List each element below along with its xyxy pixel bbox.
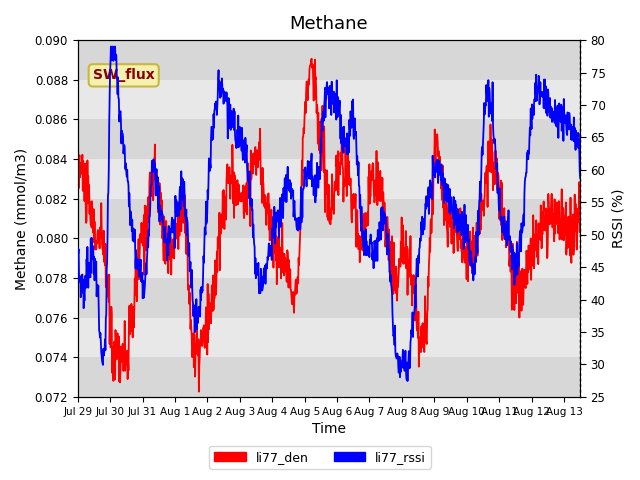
Line: li77_rssi: li77_rssi <box>78 47 580 381</box>
Bar <box>78 120 580 159</box>
Title: Methane: Methane <box>290 15 368 33</box>
Bar <box>78 40 580 80</box>
li77_den <box>292 277 300 283</box>
li77_den <box>349 192 357 197</box>
Legend: li77_den, li77_rssi: li77_den, li77_rssi <box>209 446 431 469</box>
li77_rssi <box>576 175 584 181</box>
li77_den <box>159 236 166 241</box>
Y-axis label: RSSI (%): RSSI (%) <box>611 189 625 248</box>
Line: li77_den: li77_den <box>78 59 580 392</box>
Bar <box>78 278 580 318</box>
Y-axis label: Methane (mmol/m3): Methane (mmol/m3) <box>15 147 29 289</box>
li77_rssi <box>292 216 300 222</box>
Bar <box>78 357 580 397</box>
li77_den <box>576 204 584 209</box>
li77_den <box>195 389 203 395</box>
li77_rssi <box>244 170 252 176</box>
li77_den <box>141 272 148 278</box>
Bar <box>78 199 580 239</box>
li77_rssi <box>349 106 356 111</box>
li77_rssi <box>107 44 115 49</box>
li77_den <box>74 139 82 145</box>
li77_den <box>339 163 346 168</box>
li77_den <box>308 56 316 61</box>
Text: SW_flux: SW_flux <box>93 68 155 83</box>
li77_den <box>244 177 252 183</box>
li77_rssi <box>74 244 82 250</box>
X-axis label: Time: Time <box>312 422 346 436</box>
li77_rssi <box>404 378 412 384</box>
li77_rssi <box>159 220 166 226</box>
li77_rssi <box>141 284 148 290</box>
li77_rssi <box>339 124 346 130</box>
